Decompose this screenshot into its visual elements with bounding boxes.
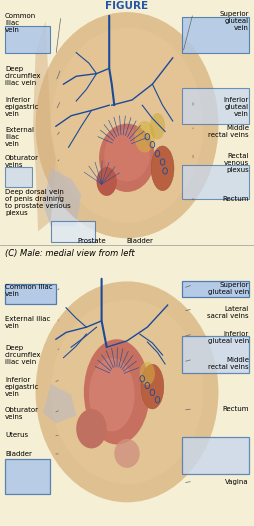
Ellipse shape	[97, 167, 117, 196]
Text: External iliac
vein: External iliac vein	[5, 316, 51, 329]
Text: Uterus: Uterus	[5, 432, 28, 438]
FancyBboxPatch shape	[182, 336, 249, 373]
Ellipse shape	[140, 362, 155, 385]
Text: Superior
gluteal vein: Superior gluteal vein	[208, 282, 249, 295]
Ellipse shape	[114, 439, 140, 468]
Ellipse shape	[135, 121, 155, 153]
Ellipse shape	[151, 146, 174, 191]
Ellipse shape	[89, 358, 135, 431]
Text: Inferior
gluteal vein: Inferior gluteal vein	[208, 331, 249, 345]
Ellipse shape	[104, 129, 150, 181]
Ellipse shape	[51, 28, 203, 222]
Text: FIGURE: FIGURE	[105, 1, 149, 11]
Text: Deep
circumflex
iliac vein: Deep circumflex iliac vein	[5, 66, 42, 86]
Ellipse shape	[150, 113, 165, 139]
FancyBboxPatch shape	[5, 167, 32, 187]
Polygon shape	[43, 168, 81, 226]
Ellipse shape	[84, 339, 150, 444]
Text: External
iliac
vein: External iliac vein	[5, 127, 34, 147]
Text: Lateral
sacral veins: Lateral sacral veins	[207, 306, 249, 319]
FancyBboxPatch shape	[182, 437, 249, 474]
FancyBboxPatch shape	[182, 17, 249, 53]
Text: Vagina: Vagina	[225, 479, 249, 484]
Polygon shape	[33, 21, 56, 231]
Ellipse shape	[99, 124, 155, 192]
Text: Prostate: Prostate	[77, 238, 106, 244]
FancyBboxPatch shape	[5, 459, 50, 494]
Polygon shape	[43, 384, 76, 423]
Ellipse shape	[36, 281, 218, 502]
Text: Common
iliac
vein: Common iliac vein	[5, 13, 36, 33]
Text: Middle
rectal veins: Middle rectal veins	[208, 357, 249, 370]
Ellipse shape	[76, 409, 107, 448]
Text: Deep dorsal vein
of penis draining
to prostate venous
plexus: Deep dorsal vein of penis draining to pr…	[5, 189, 71, 216]
FancyBboxPatch shape	[5, 284, 56, 304]
Text: Bladder: Bladder	[5, 451, 32, 457]
Text: (C) Male: medial view from left: (C) Male: medial view from left	[5, 249, 135, 258]
Text: Inferior
gluteal
vein: Inferior gluteal vein	[224, 97, 249, 117]
FancyBboxPatch shape	[182, 165, 249, 199]
Text: Common iliac
vein: Common iliac vein	[5, 284, 53, 297]
Text: Inferior
epigastric
vein: Inferior epigastric vein	[5, 377, 39, 397]
FancyBboxPatch shape	[51, 221, 95, 242]
Text: Obturator
veins: Obturator veins	[5, 155, 39, 168]
Ellipse shape	[36, 12, 218, 238]
Text: Superior
gluteal
vein: Superior gluteal vein	[219, 11, 249, 31]
Text: Rectal
venous
plexus: Rectal venous plexus	[224, 153, 249, 173]
FancyBboxPatch shape	[182, 88, 249, 124]
Text: Deep
circumflex
iliac vein: Deep circumflex iliac vein	[5, 345, 42, 365]
Text: Rectum: Rectum	[223, 406, 249, 412]
Text: Rectum: Rectum	[223, 196, 249, 201]
Text: Middle
rectal veins: Middle rectal veins	[208, 125, 249, 138]
Ellipse shape	[51, 300, 203, 484]
Ellipse shape	[141, 364, 164, 409]
Text: Bladder: Bladder	[126, 238, 153, 244]
Text: Inferior
epigastric
vein: Inferior epigastric vein	[5, 97, 39, 117]
FancyBboxPatch shape	[182, 281, 249, 297]
FancyBboxPatch shape	[5, 26, 50, 53]
Text: Obturator
veins: Obturator veins	[5, 407, 39, 420]
